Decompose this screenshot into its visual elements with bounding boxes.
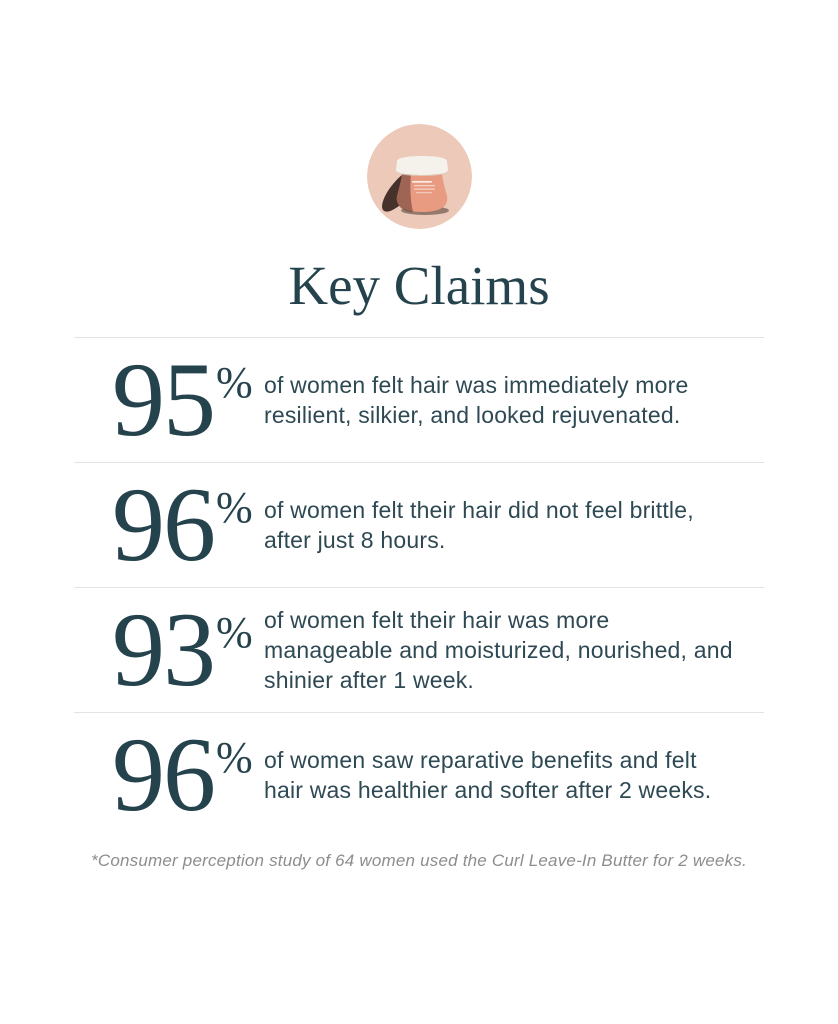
claim-3-value: 93 [112,591,216,708]
claim-2-value: 96 [112,466,216,583]
claim-4-description: of women saw reparative benefits and fel… [264,747,712,803]
claim-2-stat: 96 % [112,472,264,578]
claim-row-4: 96 % of women saw reparative benefits an… [74,712,764,837]
product-badge [366,124,472,229]
claim-2-description: of women felt their hair did not feel br… [264,497,694,553]
claim-3-stat: 93 % [112,597,264,703]
product-jar-icon [366,124,472,229]
claim-3-description: of women felt their hair was more manage… [264,607,733,693]
claim-3-percent-sign: % [216,608,253,657]
claim-4-value: 96 [112,716,216,833]
claim-1-value: 95 [112,341,216,458]
claim-row-1: 95 % of women felt hair was immediately … [74,337,764,462]
claims-list: 95 % of women felt hair was immediately … [74,337,764,837]
claim-row-2: 96 % of women felt their hair did not fe… [74,462,764,587]
claim-4-stat: 96 % [112,722,264,828]
claim-1-description: of women felt hair was immediately more … [264,372,689,428]
claim-row-3: 93 % of women felt their hair was more m… [74,587,764,712]
claim-1-percent-sign: % [216,358,253,407]
claim-2-percent-sign: % [216,483,253,532]
claim-4-percent-sign: % [216,733,253,782]
page-title: Key Claims [288,255,550,316]
claim-1-stat: 95 % [112,347,264,453]
footnote: *Consumer perception study of 64 women u… [91,851,747,870]
